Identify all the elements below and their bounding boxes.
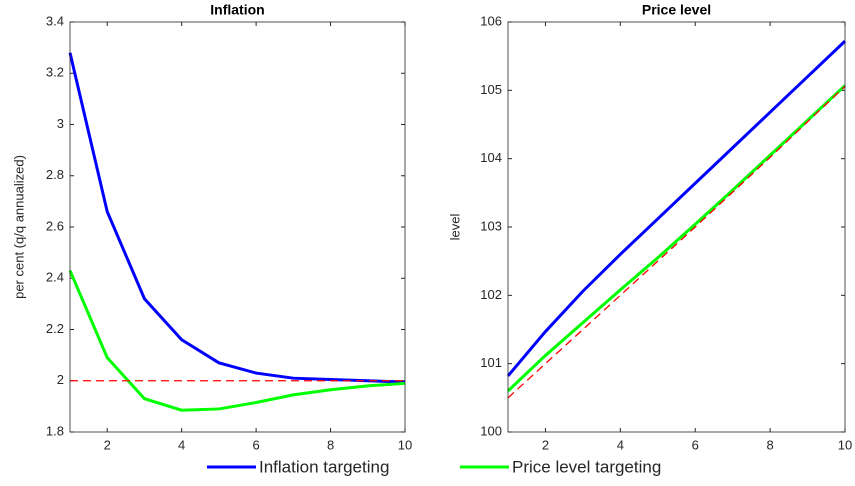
plot-area — [508, 22, 845, 432]
x-tick-label: 10 — [838, 437, 852, 452]
chart-title: Price level — [642, 2, 711, 18]
data-line — [68, 269, 406, 412]
y-tick-label: 3.2 — [46, 65, 64, 80]
legend-label: Inflation targeting — [259, 457, 389, 476]
y-tick-label: 103 — [480, 218, 502, 233]
y-tick-label: 100 — [480, 423, 502, 438]
y-tick-label: 2.2 — [46, 321, 64, 336]
y-axis-label: per cent (q/q annualized) — [11, 155, 26, 299]
reference-line — [507, 85, 846, 399]
x-tick-label: 6 — [252, 437, 259, 452]
data-line — [506, 84, 847, 393]
y-tick-label: 2.4 — [46, 270, 64, 285]
x-tick-label: 10 — [398, 437, 412, 452]
y-tick-label: 102 — [480, 287, 502, 302]
x-tick-label: 8 — [327, 437, 334, 452]
data-line — [506, 40, 847, 377]
y-tick-label: 2.8 — [46, 167, 64, 182]
x-tick-label: 2 — [542, 437, 549, 452]
y-tick-label: 101 — [480, 355, 502, 370]
y-tick-label: 105 — [480, 82, 502, 97]
y-tick-label: 106 — [480, 13, 502, 28]
x-tick-label: 4 — [178, 437, 185, 452]
y-axis-label: level — [447, 214, 462, 241]
x-tick-label: 4 — [617, 437, 624, 452]
y-tick-label: 2 — [57, 372, 64, 387]
y-tick-label: 104 — [480, 150, 502, 165]
y-tick-label: 3 — [57, 116, 64, 131]
x-tick-label: 8 — [766, 437, 773, 452]
axes-box — [69, 21, 406, 433]
axes-box — [507, 21, 846, 433]
x-tick-label: 6 — [692, 437, 699, 452]
legend-label: Price level targeting — [512, 457, 661, 476]
plot-area — [70, 22, 405, 432]
chart-title: Inflation — [210, 2, 264, 18]
x-tick-label: 2 — [104, 437, 111, 452]
y-tick-label: 1.8 — [46, 423, 64, 438]
y-tick-label: 2.6 — [46, 218, 64, 233]
y-tick-label: 3.4 — [46, 13, 64, 28]
